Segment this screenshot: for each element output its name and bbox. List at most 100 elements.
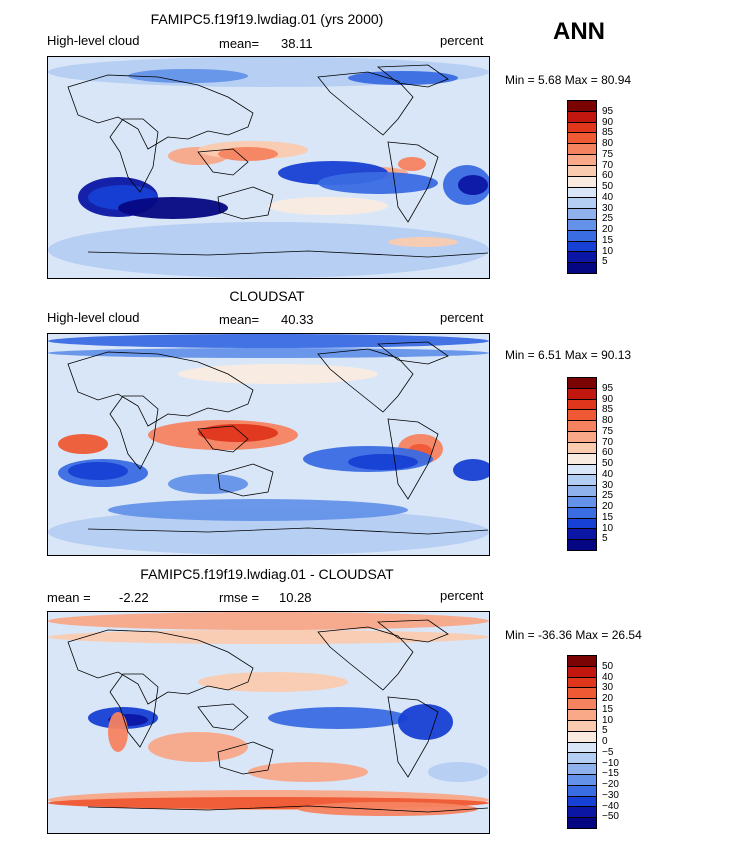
coastline — [67, 74, 254, 150]
colorbar-swatch — [568, 764, 596, 775]
field-label: High-level cloud — [47, 33, 140, 48]
panel-title: FAMIPC5.f19f19.lwdiag.01 - CLOUDSAT — [140, 566, 394, 582]
mean-value: 40.33 — [281, 312, 314, 327]
coastline — [87, 527, 489, 535]
colorbar-tick-label: 25 — [602, 213, 614, 225]
colorbar-swatch — [568, 688, 596, 700]
colorbar-tick-label: 80 — [602, 415, 614, 426]
colorbar-tick-label: 85 — [602, 404, 614, 416]
colorbar-swatch — [568, 807, 596, 819]
colorbar-swatch — [568, 496, 596, 508]
contour-region — [318, 172, 438, 194]
colorbar-swatch — [568, 656, 596, 667]
colorbar-swatch — [568, 785, 596, 797]
colorbar-tick-label: 10 — [602, 245, 614, 257]
contour-region — [48, 222, 489, 278]
colorbar-tick-label: 80 — [602, 138, 614, 149]
colorbar-swatch — [568, 378, 596, 389]
colorbar-tick-label: 95 — [602, 382, 614, 394]
contour-region — [48, 612, 489, 630]
colorbar-tick-label: 95 — [602, 105, 614, 117]
contour-region — [178, 364, 378, 384]
coastline — [197, 148, 249, 176]
colorbar-tick-label: 85 — [602, 127, 614, 139]
colorbar-swatch — [568, 122, 596, 134]
rmse-label: rmse = — [219, 590, 260, 605]
coastline — [387, 696, 439, 778]
contour-region — [68, 462, 128, 480]
contour-region — [48, 630, 489, 644]
max-value: 26.54 — [611, 628, 642, 642]
contour-region — [428, 762, 488, 782]
coastline — [109, 118, 159, 193]
colorbar-swatch — [568, 198, 596, 210]
coastline — [387, 418, 439, 500]
colorbar-tick-label: −40 — [602, 800, 619, 812]
colorbar-swatch — [568, 230, 596, 242]
colorbar-tick-label: 50 — [602, 458, 614, 469]
colorbar-swatch — [568, 263, 596, 273]
colorbar-swatch — [568, 710, 596, 721]
colorbar-tick-label: 75 — [602, 148, 614, 160]
map-plot — [47, 333, 490, 556]
colorbar-tick-label: 90 — [602, 393, 614, 405]
season-label: ANN — [553, 18, 605, 45]
colorbar-tick-label: 50 — [602, 660, 614, 672]
map-canvas — [48, 612, 489, 833]
colorbar-tick-label: 60 — [602, 170, 614, 182]
mean-value: -2.22 — [119, 590, 149, 605]
field-label: High-level cloud — [47, 310, 140, 325]
map-plot — [47, 611, 490, 834]
contour-region — [388, 237, 458, 247]
colorbar-tick-label: −20 — [602, 779, 619, 790]
colorbar-tick-label: 60 — [602, 447, 614, 459]
rmse-value: 10.28 — [279, 590, 312, 605]
colorbar-tick-label: 10 — [602, 522, 614, 534]
colorbar-swatch — [568, 410, 596, 422]
mean-label: mean = — [47, 590, 91, 605]
colorbar-swatch — [568, 144, 596, 156]
contour-region — [148, 732, 248, 762]
colorbar-swatch — [568, 818, 596, 828]
contour-region — [248, 762, 368, 782]
min-max-label: Min = 6.51 Max = 90.13 — [505, 348, 632, 362]
colorbar-swatch — [568, 796, 596, 808]
colorbar-tick-label: −10 — [602, 757, 619, 769]
contour-region — [58, 434, 108, 454]
colorbar-swatch — [568, 111, 596, 123]
colorbar-swatch — [568, 464, 596, 476]
colorbar-swatch — [568, 176, 596, 188]
contour-region — [48, 334, 489, 348]
contour-region — [198, 424, 278, 442]
contour-region — [108, 499, 408, 521]
colorbar-swatch — [568, 241, 596, 253]
colorbar-swatch — [568, 209, 596, 220]
coastline — [387, 141, 439, 223]
coastline — [197, 703, 249, 731]
colorbar-tick-label: 40 — [602, 191, 614, 203]
colorbar — [567, 100, 597, 274]
contour-region — [198, 672, 348, 692]
min-value: 5.68 — [538, 73, 562, 87]
colorbar-swatch — [568, 219, 596, 231]
colorbar-swatch — [568, 399, 596, 411]
colorbar-swatch — [568, 486, 596, 497]
colorbar-swatch — [568, 432, 596, 443]
colorbar-tick-label: 5 — [602, 533, 608, 545]
colorbar-swatch — [568, 774, 596, 786]
colorbar-swatch — [568, 529, 596, 541]
colorbar-swatch — [568, 453, 596, 465]
contour-region — [398, 157, 426, 171]
colorbar-tick-label: −15 — [602, 768, 619, 780]
contour-region — [348, 454, 418, 470]
colorbar-swatch — [568, 518, 596, 530]
colorbar-swatch — [568, 753, 596, 765]
contour-region — [48, 348, 489, 358]
colorbar-tick-label: 30 — [602, 479, 614, 491]
coastline — [87, 250, 489, 258]
coastline — [109, 395, 159, 470]
colorbar-tick-label: 5 — [602, 725, 608, 737]
mean-label: mean= — [219, 36, 260, 51]
colorbar-tick-label: −50 — [602, 811, 619, 823]
colorbar-tick-label: 30 — [602, 682, 614, 694]
